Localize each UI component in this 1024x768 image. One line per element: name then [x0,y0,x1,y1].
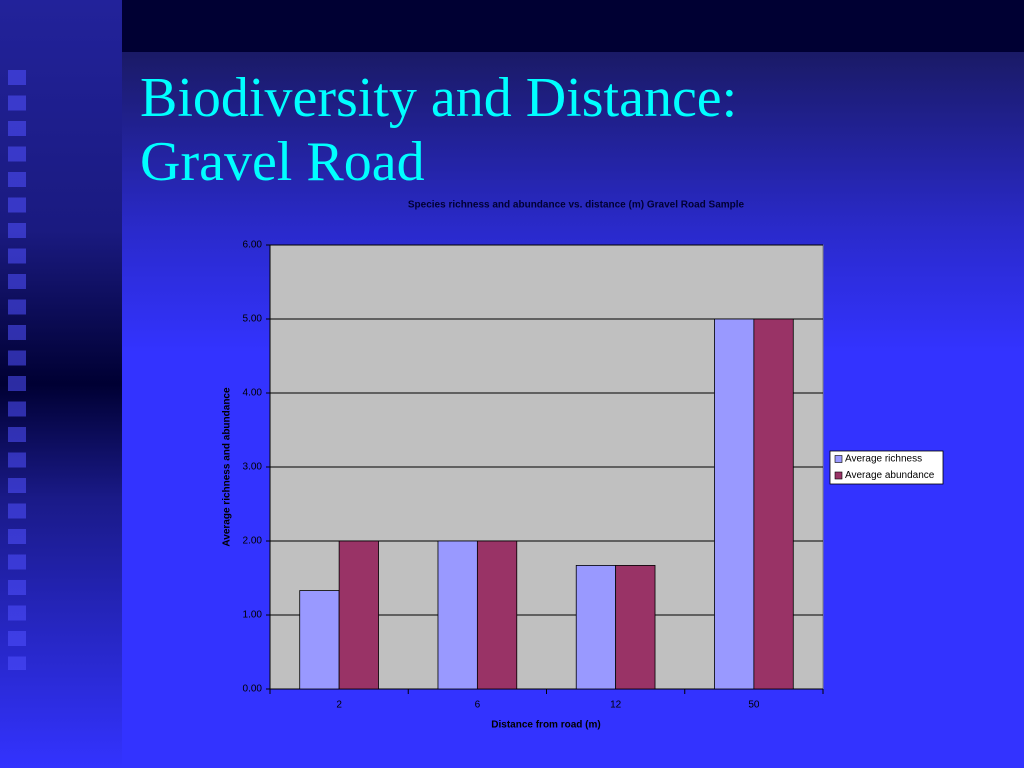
slide-title: Biodiversity and Distance: Gravel Road [140,66,737,194]
x-tick-label: 50 [748,700,760,711]
y-axis-label: Average richness and abundance [222,387,233,547]
x-tick-label: 12 [610,700,622,711]
top-band [122,0,1024,52]
slide-title-line: Biodiversity and Distance: [140,67,738,129]
bar [575,565,617,690]
bar [615,565,656,690]
bar [714,318,755,690]
y-tick-label: 3.00 [243,462,263,473]
y-tick-label: 4.00 [243,388,263,399]
y-tick-label: 0.00 [243,684,263,695]
legend-label: Average richness [845,454,922,465]
y-tick-label: 6.00 [243,240,263,251]
x-tick-label: 2 [336,700,342,711]
bar [476,540,518,690]
slide-title-line: Gravel Road [140,131,425,193]
y-tick-label: 1.00 [243,610,263,621]
bar [437,540,478,690]
legend-box [829,450,944,485]
chart-title: Species richness and abundance vs. dista… [408,200,745,211]
bar [299,590,340,690]
x-axis-label: Distance from road (m) [491,720,600,731]
x-tick-label: 6 [475,700,481,711]
bar [338,540,379,690]
legend-label: Average abundance [845,470,935,481]
legend-swatch [834,471,843,480]
y-tick-label: 2.00 [243,536,263,547]
square-pattern [8,70,26,670]
bar [753,318,794,690]
legend-swatch [834,455,843,463]
y-tick-label: 5.00 [243,314,263,325]
